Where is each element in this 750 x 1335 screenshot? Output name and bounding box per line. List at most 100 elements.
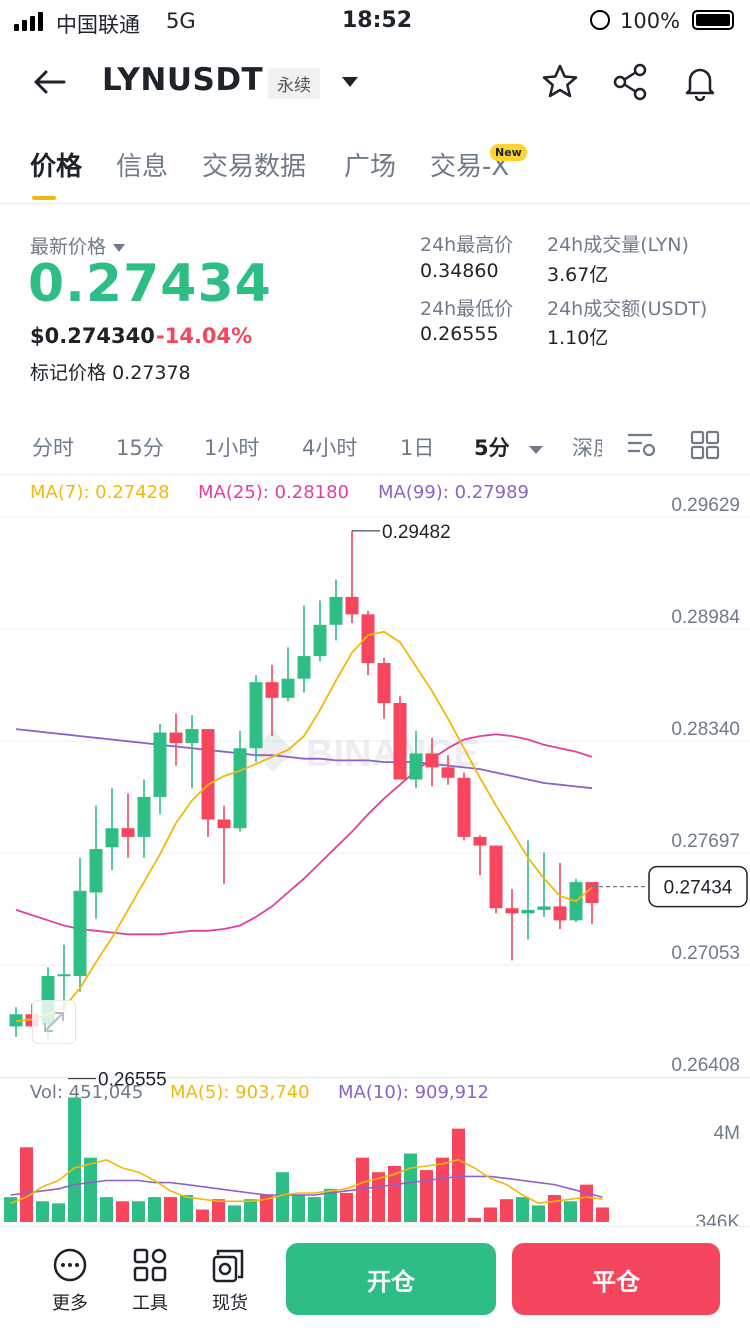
- ma99-legend: MA(99): 0.27989: [378, 482, 530, 503]
- candle-up: [249, 682, 263, 749]
- volume-bar: [548, 1195, 561, 1222]
- more-icon: [53, 1248, 87, 1282]
- volume-bar: [532, 1205, 545, 1222]
- caret-down-icon: [342, 77, 358, 87]
- candle-up: [521, 909, 535, 914]
- expand-icon: [44, 1012, 64, 1032]
- volume-ma5-line: [10, 1158, 603, 1205]
- spot-button[interactable]: 现货: [200, 1247, 260, 1314]
- tools-label: 工具: [132, 1293, 168, 1314]
- high-low-markers: 0.29482 0.26555: [68, 522, 451, 1091]
- ma99-line: [15, 728, 593, 790]
- volume-bar: [340, 1192, 353, 1222]
- candle-down: [265, 682, 279, 698]
- volume-bar: [516, 1197, 529, 1222]
- volume-bar: [100, 1197, 113, 1222]
- candle-down: [377, 663, 391, 704]
- candle-up: [105, 828, 119, 848]
- price-change: -14.04%: [156, 324, 253, 348]
- candle-down: [505, 908, 519, 914]
- candle-down: [553, 906, 567, 921]
- caret-down-icon: [529, 446, 543, 454]
- interval-time[interactable]: 分时: [32, 436, 74, 460]
- spot-swap-icon: [212, 1249, 244, 1283]
- more-button[interactable]: 更多: [40, 1247, 100, 1314]
- close-position-button[interactable]: 平仓: [512, 1243, 720, 1315]
- price-tick-label: 0.26408: [671, 1055, 740, 1076]
- spot-label: 现货: [212, 1293, 248, 1314]
- price-tick-label: 0.28984: [671, 607, 740, 628]
- favorite-button[interactable]: [540, 62, 580, 106]
- interval-1d[interactable]: 1日: [400, 436, 435, 460]
- current-price-line: 0.27434: [592, 865, 748, 908]
- share-button[interactable]: [610, 62, 650, 106]
- candle-up: [153, 732, 167, 797]
- candles: [9, 530, 599, 1039]
- ma7-legend: MA(7): 0.27428: [30, 482, 170, 503]
- volume-bar: [308, 1197, 321, 1222]
- volume-bars: [4, 1097, 609, 1222]
- new-badge: New: [490, 144, 527, 161]
- volume-tick-label: 346K: [696, 1212, 741, 1226]
- interval-dropdown[interactable]: [528, 440, 544, 459]
- volume-bar: [132, 1201, 145, 1222]
- volume-bar: [404, 1153, 417, 1222]
- tools-button[interactable]: 工具: [120, 1247, 180, 1314]
- low-marker-label: 0.26555: [98, 1070, 167, 1091]
- volume-bar: [260, 1195, 273, 1222]
- fullscreen-button[interactable]: [32, 1000, 76, 1044]
- turnover-value: 1.10亿: [547, 327, 609, 349]
- more-label: 更多: [52, 1293, 88, 1314]
- price-tick-label: 0.28340: [671, 719, 740, 740]
- tab-square[interactable]: 广场: [344, 152, 397, 182]
- open-position-button[interactable]: 开仓: [286, 1243, 496, 1315]
- ma25-line: [15, 733, 593, 936]
- price-tick-label: 0.29629: [671, 495, 740, 516]
- interval-15m[interactable]: 15分: [116, 436, 164, 460]
- grid-icon: [690, 430, 720, 460]
- orientation-lock-icon: [590, 10, 610, 30]
- tab-info[interactable]: 信息: [116, 152, 169, 182]
- volume-bar: [68, 1097, 81, 1222]
- candle-up: [329, 596, 343, 625]
- interval-4h[interactable]: 4小时: [302, 436, 358, 460]
- current-price-label: 0.27434: [664, 878, 733, 899]
- layout-grid-button[interactable]: [690, 430, 720, 464]
- volume-bar: [388, 1165, 401, 1222]
- volume-ma10-legend: MA(10): 909,912: [338, 1082, 490, 1103]
- high-marker-label: 0.29482: [382, 522, 451, 543]
- candle-down: [473, 836, 487, 846]
- contract-type-badge: 永续: [268, 68, 320, 99]
- candle-up: [281, 678, 295, 698]
- battery-percent: 100%: [620, 9, 681, 33]
- interval-1h[interactable]: 1小时: [204, 436, 260, 460]
- back-button[interactable]: [30, 62, 70, 102]
- active-tab-indicator: [32, 196, 56, 200]
- interval-5m[interactable]: 5分: [474, 436, 510, 460]
- tab-price[interactable]: 价格: [30, 152, 83, 182]
- candle-up: [185, 729, 199, 744]
- last-price-label[interactable]: 最新价格: [30, 232, 126, 259]
- interval-depth[interactable]: 深度: [572, 436, 602, 460]
- price-tick-label: 0.27697: [671, 831, 740, 852]
- volume-bar: [244, 1199, 257, 1222]
- tools-icon: [133, 1248, 167, 1282]
- star-icon: [542, 64, 578, 98]
- candle-down: [585, 882, 599, 903]
- symbol-title[interactable]: LYNUSDT: [102, 62, 264, 98]
- candle-up: [409, 753, 423, 780]
- turnover-label: 24h成交额(USDT): [547, 298, 708, 320]
- symbol-dropdown-button[interactable]: [340, 74, 360, 93]
- signal-icon: [14, 12, 43, 31]
- candle-up: [297, 656, 311, 679]
- alert-button[interactable]: [680, 62, 720, 106]
- tab-trading-data[interactable]: 交易数据: [202, 152, 307, 182]
- volume-bar: [20, 1147, 33, 1222]
- tabs-divider: [0, 203, 750, 204]
- candle-down: [441, 767, 455, 778]
- candle-up: [137, 796, 151, 837]
- candle-down: [217, 819, 231, 829]
- indicator-settings-button[interactable]: [626, 430, 658, 464]
- volume-bar: [500, 1199, 513, 1222]
